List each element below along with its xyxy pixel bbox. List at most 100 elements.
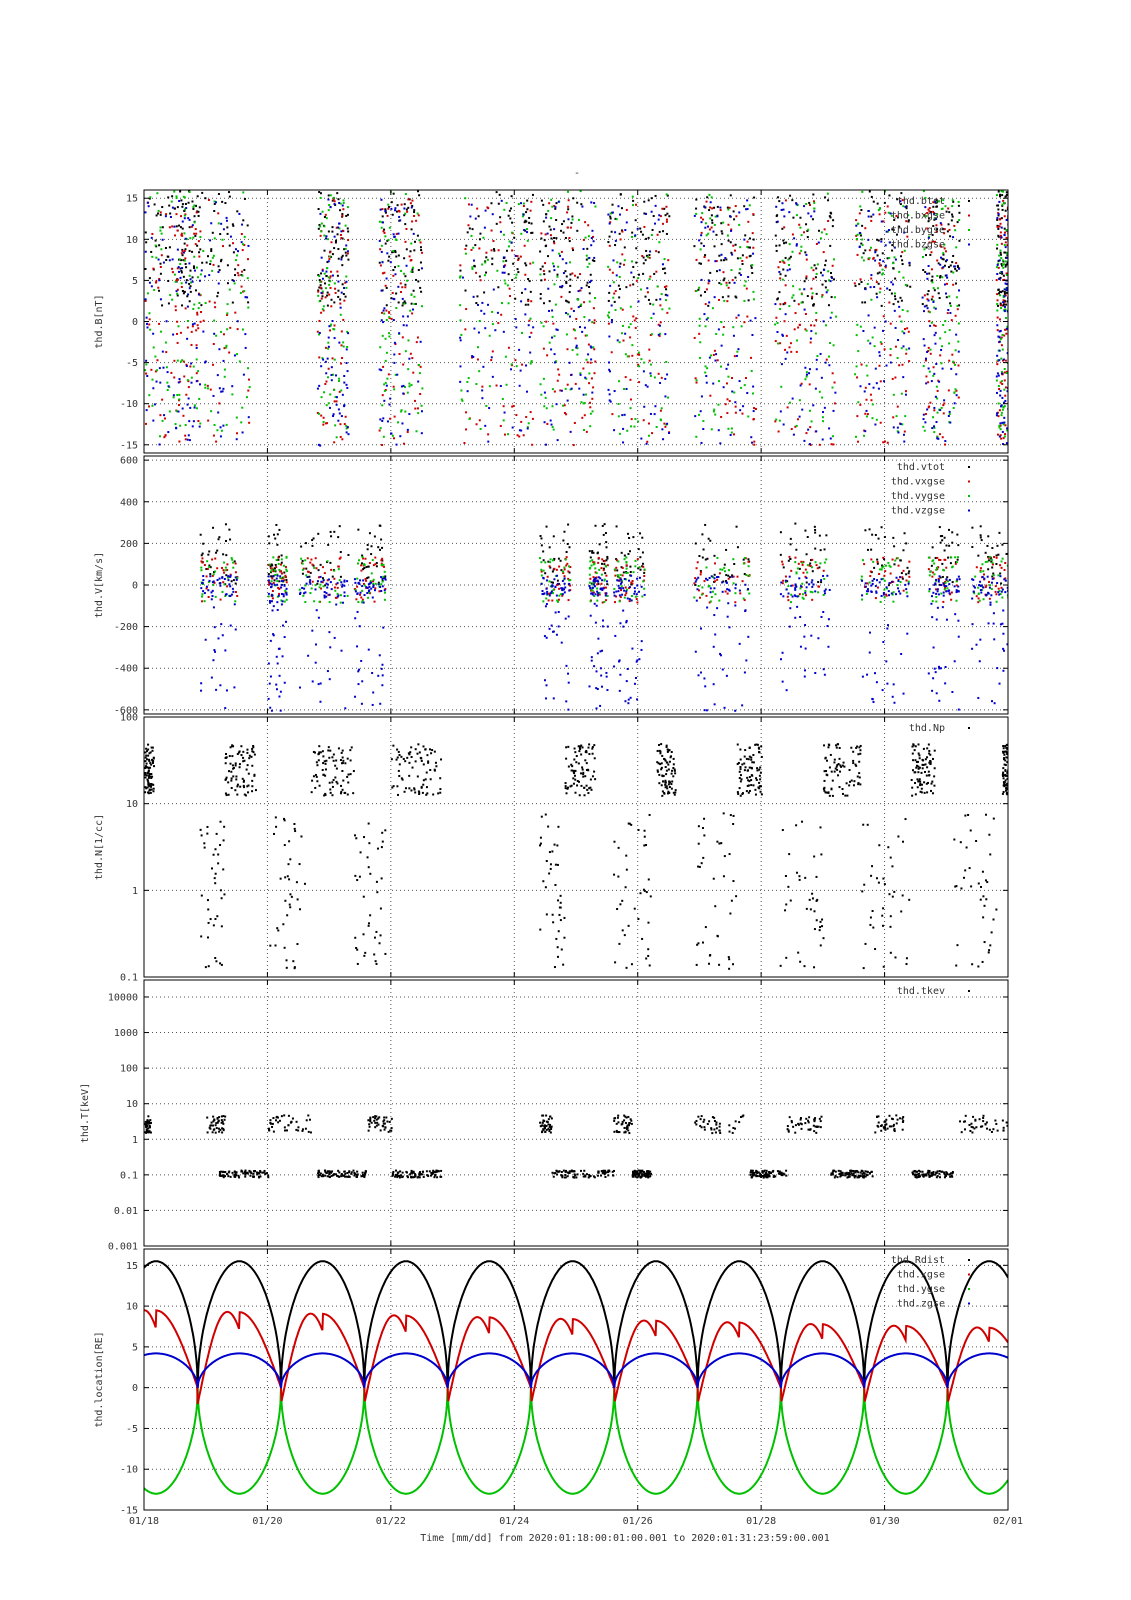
b-point-thd.btot <box>930 298 933 301</box>
v-point-thd.vygse <box>624 578 627 581</box>
b-point-thd.bxgse <box>524 273 527 276</box>
b-point-thd.bzgse <box>587 353 590 356</box>
b-point-thd.bygse <box>170 200 173 203</box>
b-point-thd.bxgse <box>660 376 663 379</box>
v-point-thd.vtot <box>701 556 704 559</box>
b-point-thd.bzgse <box>706 225 709 228</box>
b-point-thd.btot <box>608 291 611 294</box>
b-point-thd.btot <box>928 272 931 275</box>
v-point-thd.vzgse <box>633 587 636 590</box>
v-point-thd.vxgse <box>747 560 750 563</box>
b-point-thd.btot <box>418 194 421 197</box>
b-point-thd.bzgse <box>934 331 937 334</box>
b-point-thd.bygse <box>388 335 391 338</box>
b-point-thd.bygse <box>648 278 651 281</box>
v-point-thd.vzgse <box>560 641 563 644</box>
b-point-thd.bxgse <box>178 404 181 407</box>
b-point-thd.bzgse <box>649 372 652 375</box>
b-point-thd.bygse <box>591 410 594 413</box>
b-point-thd.bxgse <box>579 289 582 292</box>
b-point-thd.bzgse <box>501 271 504 274</box>
v-point-thd.vygse <box>693 596 696 599</box>
b-point-thd.bxgse <box>463 442 466 445</box>
b-point-thd.bxgse <box>665 285 668 288</box>
b-point-thd.bzgse <box>884 244 887 247</box>
b-point-thd.bxgse <box>951 353 954 356</box>
b-point-thd.bzgse <box>324 360 327 363</box>
v-point-thd.vzgse <box>738 589 741 592</box>
b-point-thd.bygse <box>320 230 323 233</box>
v-point-thd.vygse <box>742 597 745 600</box>
b-point-thd.bxgse <box>567 205 570 208</box>
v-point-thd.vzgse <box>212 659 215 662</box>
b-point-thd.bygse <box>502 260 505 263</box>
b-point-thd.bzgse <box>580 287 583 290</box>
b-point-thd.bygse <box>818 390 821 393</box>
v-point-thd.vtot <box>930 564 933 567</box>
b-point-thd.bzgse <box>420 432 423 435</box>
b-point-thd.bzgse <box>333 203 336 206</box>
b-point-thd.bxgse <box>465 308 468 311</box>
v-point-thd.vygse <box>617 576 620 579</box>
b-point-thd.bxgse <box>178 440 181 443</box>
b-point-thd.bygse <box>860 256 863 259</box>
b-point-thd.bzgse <box>784 313 787 316</box>
b-point-thd.bzgse <box>878 354 881 357</box>
v-point-thd.vzgse <box>229 585 232 588</box>
b-point-thd.btot <box>540 237 543 240</box>
v-point-thd.vzgse <box>561 588 564 591</box>
b-point-thd.btot <box>876 202 879 205</box>
v-point-thd.vxgse <box>977 597 980 600</box>
b-point-thd.bygse <box>929 348 932 351</box>
v-point-thd.vzgse <box>272 633 275 636</box>
b-point-thd.bygse <box>893 256 896 259</box>
b-point-thd.btot <box>198 251 201 254</box>
b-point-thd.btot <box>394 251 397 254</box>
v-point-thd.vtot <box>864 529 867 532</box>
b-point-thd.btot <box>999 251 1002 254</box>
v-point-thd.vtot <box>606 583 609 586</box>
v-point-thd.vtot <box>987 559 990 562</box>
b-point-thd.btot <box>830 296 833 299</box>
b-point-thd.bygse <box>525 228 528 231</box>
b-point-thd.btot <box>560 286 563 289</box>
b-point-thd.btot <box>318 223 321 226</box>
b-point-thd.btot <box>893 219 896 222</box>
v-point-thd.vxgse <box>281 577 284 580</box>
b-point-thd.bxgse <box>946 312 949 315</box>
b-point-thd.bxgse <box>777 266 780 269</box>
v-point-thd.vzgse <box>268 682 271 685</box>
v-point-thd.vygse <box>357 562 360 565</box>
b-point-thd.bxgse <box>779 277 782 280</box>
b-point-thd.btot <box>321 295 324 298</box>
b-point-thd.bxgse <box>831 372 834 375</box>
b-point-thd.bzgse <box>192 420 195 423</box>
b-point-thd.bzgse <box>381 221 384 224</box>
b-point-thd.bygse <box>1006 325 1008 328</box>
v-point-thd.vzgse <box>605 592 608 595</box>
b-point-thd.bzgse <box>752 410 755 413</box>
v-point-thd.vxgse <box>234 571 237 574</box>
b-point-thd.bxgse <box>622 339 625 342</box>
b-point-thd.bxgse <box>883 440 886 443</box>
v-point-thd.vxgse <box>869 570 872 573</box>
b-point-thd.bxgse <box>779 303 782 306</box>
b-point-thd.bygse <box>195 358 198 361</box>
b-point-thd.bygse <box>318 300 321 303</box>
v-point-thd.vygse <box>358 559 361 562</box>
b-point-thd.bzgse <box>384 210 387 213</box>
b-point-thd.btot <box>181 227 184 230</box>
b-point-thd.bzgse <box>933 406 936 409</box>
b-point-thd.bxgse <box>884 211 887 214</box>
b-point-thd.bxgse <box>923 294 926 297</box>
v-point-thd.vxgse <box>781 582 784 585</box>
b-point-thd.btot <box>929 210 932 213</box>
b-point-thd.bygse <box>612 296 615 299</box>
b-point-thd.btot <box>175 225 178 228</box>
v-point-thd.vygse <box>643 568 646 571</box>
v-point-thd.vtot <box>285 579 288 582</box>
v-point-thd.vxgse <box>931 571 934 574</box>
b-point-thd.bxgse <box>190 330 193 333</box>
v-point-thd.vygse <box>200 595 203 598</box>
b-point-thd.bzgse <box>614 239 617 242</box>
